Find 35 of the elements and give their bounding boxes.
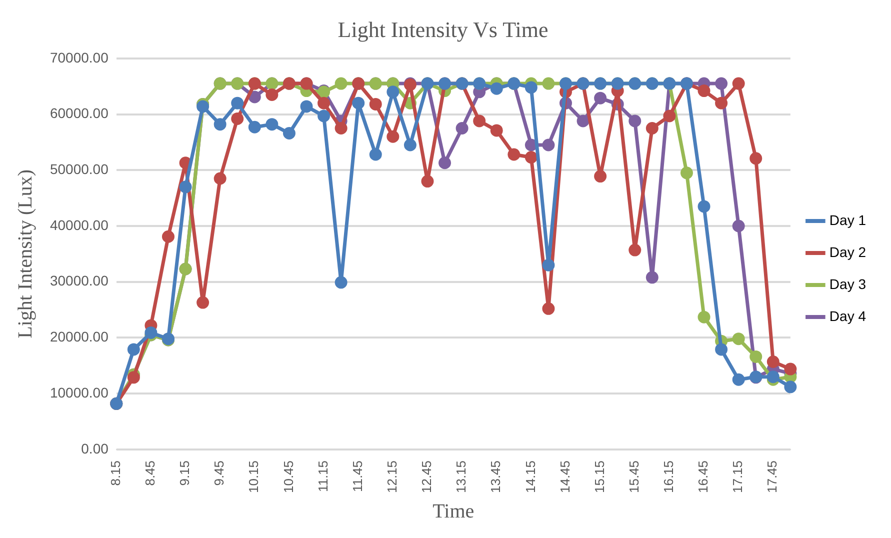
x-tick-label: 9.45 <box>212 460 227 486</box>
x-tick-label: 11.45 <box>350 460 365 492</box>
x-tick-label: 12.15 <box>384 460 400 494</box>
x-tick-label: 15.45 <box>626 460 642 494</box>
y-tick-label: 10000.00 <box>50 384 109 400</box>
x-tick-label: 13.45 <box>488 460 504 494</box>
x-tick-label: 8.15 <box>108 460 123 486</box>
legend-label: Day 1 <box>829 212 866 228</box>
x-tick-label: 14.45 <box>557 460 572 494</box>
x-tick-label: 17.15 <box>730 460 746 494</box>
y-tick-label: 0.00 <box>81 440 109 456</box>
y-tick-label: 40000.00 <box>50 216 109 233</box>
x-tick-label: 15.15 <box>592 460 607 494</box>
legend-label: Day 2 <box>829 244 866 260</box>
x-tick-label: 16.15 <box>661 460 676 494</box>
y-tick-label: 20000.00 <box>50 328 109 345</box>
y-tick-label: 70000.00 <box>50 49 109 66</box>
x-tick-label: 8.45 <box>142 460 158 486</box>
x-tick-label: 12.45 <box>419 460 434 494</box>
x-tick-label: 10.15 <box>246 460 262 494</box>
y-tick-label: 50000.00 <box>50 160 109 177</box>
legend-label: Day 3 <box>829 276 866 292</box>
x-tick-label: 10.45 <box>280 460 296 494</box>
x-tick-label: 11.15 <box>315 460 330 492</box>
y-tick-label: 60000.00 <box>50 105 109 122</box>
x-tick-label: 17.45 <box>764 460 780 494</box>
x-tick-label: 16.45 <box>696 460 711 494</box>
x-tick-label: 14.15 <box>522 460 538 494</box>
x-tick-label: 13.15 <box>454 460 469 494</box>
legend-label: Day 4 <box>829 308 866 324</box>
y-tick-label: 30000.00 <box>50 272 109 289</box>
chart-title: Light Intensity Vs Time <box>338 16 548 42</box>
x-axis-title: Time <box>432 500 474 522</box>
x-tick-label: 9.15 <box>177 460 192 486</box>
y-axis-title: Light Intensity (Lux) <box>14 170 36 338</box>
